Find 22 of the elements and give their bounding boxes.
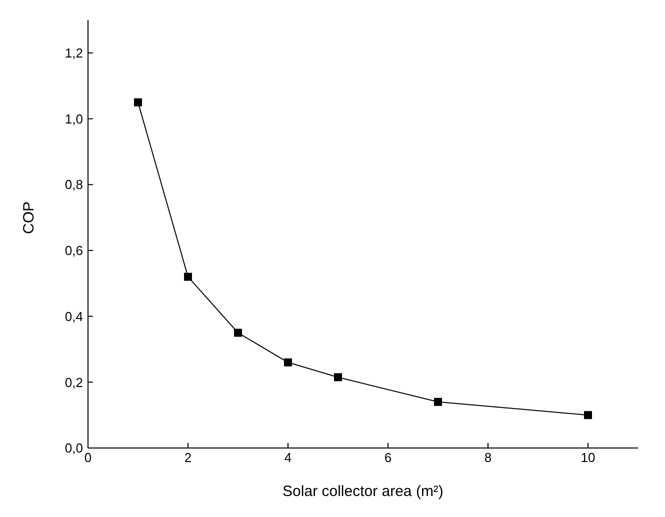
point — [234, 328, 242, 337]
x-tick-label: 4 — [284, 450, 292, 466]
y-tick-label: 0,2 — [64, 374, 83, 390]
y-tick-label: 0,8 — [64, 177, 83, 192]
point — [434, 398, 442, 406]
point — [284, 358, 292, 366]
point — [584, 411, 592, 420]
y-tick-label: 0,4 — [64, 308, 83, 324]
x-tick-label: 8 — [484, 450, 492, 466]
x-tick-label: 10 — [580, 450, 596, 466]
y-axis-title: COP — [20, 201, 38, 234]
y-tick-label: 1,2 — [64, 46, 83, 61]
y-tick-label: 1,0 — [64, 111, 83, 126]
x-tick-label: 6 — [384, 450, 392, 466]
y-tick-label: 0,0 — [64, 440, 83, 456]
x-axis-title: Solar collector area (m²) — [282, 483, 444, 500]
x-tick-label: 0 — [84, 450, 92, 466]
y-tick-label: 0,6 — [64, 243, 83, 258]
point — [134, 98, 142, 106]
point — [184, 272, 192, 281]
point — [334, 373, 342, 382]
x-tick-label: 2 — [184, 450, 192, 466]
